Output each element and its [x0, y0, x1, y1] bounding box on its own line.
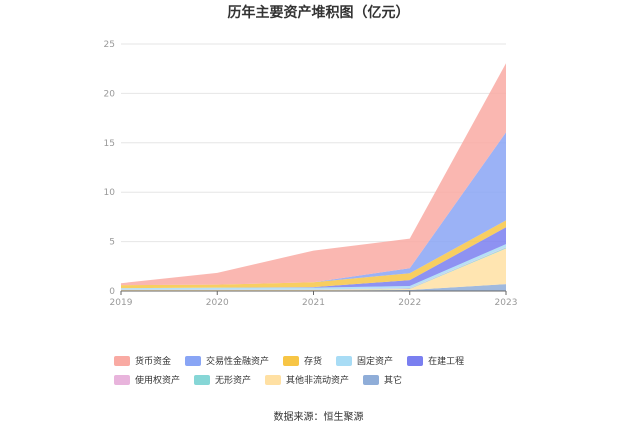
y-tick-label: 20	[104, 89, 116, 99]
legend-label: 其他非流动资产	[286, 376, 350, 386]
legend-swatch	[283, 355, 300, 366]
legend-swatch	[407, 355, 424, 366]
legend-label: 无形资产	[215, 376, 252, 386]
legend-swatch	[114, 355, 130, 366]
stacked-area-chart: 0 5 10 15 20 25 2019 2020 2021 2022 2023	[104, 40, 518, 308]
area-series	[121, 284, 506, 291]
chart-legend: 货币资金 交易性金融资产 存货 固定资产 在建工程使用权资产 无形资产 其他非流动资产 其它	[114, 354, 544, 386]
legend-item[interactable]: 交易性金融资产	[185, 354, 269, 367]
legend-item[interactable]: 在建工程	[407, 354, 464, 367]
legend-swatch	[114, 374, 130, 385]
legend-label: 使用权资产	[135, 376, 181, 386]
x-tick-label: 2022	[398, 298, 421, 308]
y-tick-label: 15	[104, 139, 115, 149]
y-tick-label: 10	[104, 188, 116, 198]
y-tick-label: 5	[109, 238, 115, 248]
legend-item[interactable]: 货币资金	[114, 354, 171, 367]
data-source-note: 数据来源：恒生聚源	[273, 412, 364, 423]
x-tick-label: 2023	[495, 298, 518, 308]
legend-item[interactable]: 存货	[283, 354, 322, 367]
legend-item[interactable]: 无形资产	[194, 373, 251, 386]
x-tick-label: 2021	[302, 298, 325, 308]
legend-item[interactable]: 使用权资产	[114, 373, 180, 386]
x-tick-label: 2020	[206, 298, 229, 308]
legend-label: 其它	[384, 376, 403, 386]
legend-label: 存货	[304, 357, 323, 367]
area-series	[121, 248, 506, 291]
legend-label: 货币资金	[135, 357, 172, 367]
legend-swatch	[336, 355, 353, 366]
legend-item[interactable]: 其他非流动资产	[265, 373, 349, 386]
legend-label: 固定资产	[357, 357, 394, 367]
legend-swatch	[194, 374, 211, 385]
y-tick-label: 0	[109, 287, 115, 297]
y-tick-label: 25	[104, 40, 115, 50]
legend-swatch	[185, 355, 202, 366]
legend-label: 在建工程	[428, 357, 465, 367]
legend-item[interactable]: 其它	[363, 373, 402, 386]
legend-item[interactable]: 固定资产	[336, 354, 393, 367]
chart-title: 历年主要资产堆积图（亿元）	[227, 5, 410, 21]
x-tick-label: 2019	[110, 298, 133, 308]
legend-swatch	[363, 374, 380, 385]
legend-label: 交易性金融资产	[206, 357, 270, 367]
legend-swatch	[265, 374, 282, 385]
